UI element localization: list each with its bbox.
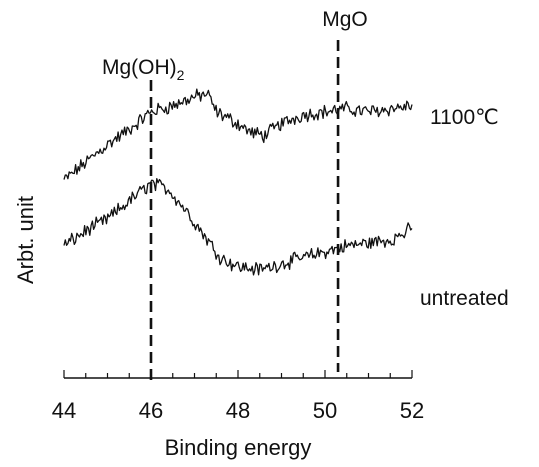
x-tick-label-46: 46 (139, 398, 163, 423)
ref-label-mgoh2: Mg(OH)2 (102, 56, 185, 83)
x-tick-label-50: 50 (313, 398, 337, 423)
reference-lines (149, 40, 340, 382)
x-tick-label-48: 48 (226, 398, 250, 423)
ref-label-mgo: MgO (322, 8, 368, 31)
y-axis-label: Arbt. unit (13, 196, 38, 284)
series-label-1100c: 1100℃ (430, 106, 499, 129)
series-label-untreated: untreated (420, 287, 509, 310)
series-lines (63, 88, 413, 276)
ref-label-mgoh2-main: Mg(OH) (102, 56, 177, 79)
x-tick-label-52: 52 (400, 398, 424, 423)
x-axis: 44 46 48 50 52 (52, 370, 424, 423)
series-line-untreated (63, 178, 413, 276)
ref-label-mgoh2-sub: 2 (177, 67, 185, 83)
series-line-1100c (63, 88, 413, 180)
x-tick-label-44: 44 (52, 398, 76, 423)
x-axis-label: Binding energy (165, 435, 312, 460)
